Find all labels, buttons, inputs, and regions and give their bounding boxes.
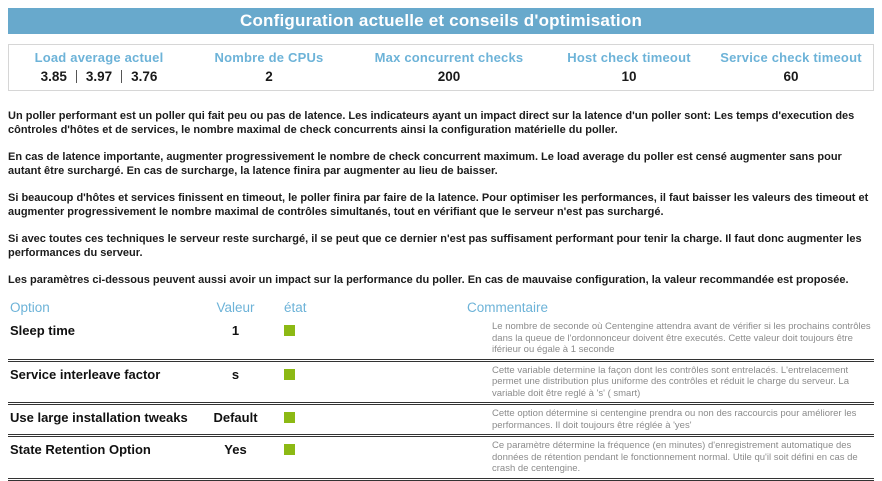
stat-label-load-average: Load average actuel (34, 50, 164, 65)
stat-label-max-concurrent-checks: Max concurrent checks (374, 50, 524, 65)
option-value: Default (213, 410, 258, 425)
option-name: Service interleave factor (10, 366, 161, 382)
status-ok-icon (284, 325, 295, 336)
status-cell (273, 439, 393, 460)
advice-paragraph: Si beaucoup d'hôtes et services finissen… (8, 192, 869, 218)
option-name: Sleep time (10, 323, 76, 338)
load-average-5min: 3.97 (85, 69, 113, 84)
status-cell (273, 364, 393, 385)
option-value: Yes (224, 442, 247, 457)
option-name: Use large installation tweaks (10, 410, 188, 425)
table-row-use-large-installation-tweaks: Use large installation tweaks Default Ce… (8, 405, 874, 437)
table-row-state-retention-option: State Retention Option Yes Ce paramètre … (8, 437, 874, 481)
option-value: 1 (231, 323, 240, 338)
advice-text-block: Un poller performant est un poller qui f… (8, 109, 874, 287)
advice-paragraph: Un poller performant est un poller qui f… (8, 110, 855, 136)
page-title: Configuration actuelle et conseils d'opt… (8, 8, 874, 34)
stat-label-cpu-count: Nombre de CPUs (214, 50, 324, 65)
stat-cpu-count: Nombre de CPUs 2 (189, 50, 349, 84)
options-table: Option Valeur état Commentaire Sleep tim… (8, 300, 874, 481)
status-ok-icon (284, 368, 295, 380)
advice-paragraph: Les paramètres ci-dessous peuvent aussi … (8, 274, 849, 286)
value-separator (75, 70, 77, 83)
option-value: s (231, 366, 240, 382)
status-cell (273, 407, 393, 428)
status-ok-icon (284, 412, 295, 423)
load-average-1min: 3.85 (40, 69, 67, 84)
value-separator (121, 70, 123, 83)
advice-paragraph: Si avec toutes ces techniques le serveur… (8, 233, 862, 259)
option-name: State Retention Option (10, 442, 151, 457)
advice-paragraph: En cas de latence importante, augmenter … (8, 151, 842, 177)
option-comment: Cette variable determine la façon dont l… (492, 364, 849, 399)
options-table-header: Option Valeur état Commentaire (8, 300, 874, 318)
table-row-sleep-time: Sleep time 1 Le nombre de seconde où Cen… (8, 318, 874, 362)
stat-value-host-check-timeout: 10 (621, 69, 637, 84)
column-header-valeur: Valeur (216, 300, 255, 315)
stat-max-concurrent-checks: Max concurrent checks 200 (349, 50, 549, 84)
option-comment: Cette option détermine si centengine pre… (492, 408, 857, 431)
stat-value-max-concurrent-checks: 200 (437, 69, 461, 84)
column-header-option: Option (10, 300, 50, 315)
current-config-stats-table: Load average actuel 3.85 3.97 3.76 Nombre … (8, 44, 874, 91)
stat-value-service-check-timeout: 60 (783, 69, 799, 84)
status-cell (273, 320, 393, 341)
stat-label-host-check-timeout: Host check timeout (567, 50, 691, 65)
stat-value-load-average: 3.85 3.97 3.76 (9, 69, 189, 84)
load-average-15min: 3.76 (131, 69, 158, 84)
table-row-service-interleave-factor: Service interleave factor s Cette variab… (8, 362, 874, 405)
stat-host-check-timeout: Host check timeout 10 (549, 50, 709, 84)
stat-value-cpu-count: 2 (265, 69, 273, 84)
stat-service-check-timeout: Service check timeout 60 (709, 50, 873, 84)
status-ok-icon (284, 444, 295, 455)
column-header-etat: état (284, 300, 307, 315)
option-comment: Ce paramètre détermine la fréquence (en … (492, 440, 858, 474)
column-header-commentaire: Commentaire (467, 300, 549, 315)
stat-label-service-check-timeout: Service check timeout (720, 50, 862, 65)
stat-load-average: Load average actuel 3.85 3.97 3.76 (9, 50, 189, 84)
option-comment: Le nombre de seconde où Centengine atten… (492, 321, 871, 355)
